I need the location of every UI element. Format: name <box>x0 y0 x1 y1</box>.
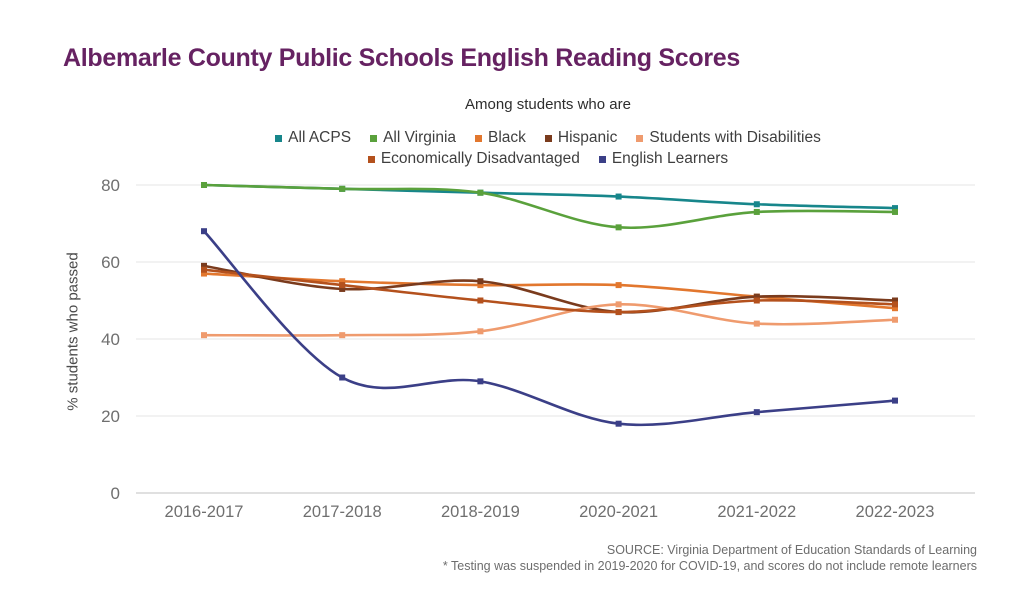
data-point-black-2020-2021 <box>615 282 622 289</box>
series-line-hispanic <box>202 264 897 314</box>
legend-label: Economically Disadvantaged <box>380 150 580 167</box>
data-point-economically-disadvantaged-2021-2022 <box>753 297 760 304</box>
series-line-all-virginia <box>202 183 897 230</box>
legend-item-hispanic[interactable]: Hispanic <box>544 129 618 147</box>
data-point-english-learners-2022-2023 <box>892 397 898 404</box>
legend-swatch-icon <box>544 134 552 142</box>
x-tick-label-2017-2018: 2017-2018 <box>303 503 382 521</box>
series-line-students-with-disabilities <box>202 303 897 337</box>
data-point-students-with-disabilities-2017-2018 <box>339 332 346 339</box>
data-point-economically-disadvantaged-2020-2021 <box>615 309 622 316</box>
source-note: SOURCE: Virginia Department of Education… <box>606 543 977 557</box>
y-tick-label-80: 80 <box>101 176 120 195</box>
data-point-all-virginia-2017-2018 <box>339 185 346 192</box>
data-point-all-virginia-2022-2023 <box>892 208 898 215</box>
legend-label: All Virginia <box>383 129 457 146</box>
data-point-all-virginia-2020-2021 <box>615 224 622 231</box>
legend-swatch-icon <box>370 134 378 142</box>
legend-label: English Learners <box>611 150 729 167</box>
chart-subtitle: Among students who are <box>465 96 631 113</box>
legend-label: Black <box>488 129 526 146</box>
data-point-students-with-disabilities-2022-2023 <box>892 316 898 323</box>
y-tick-label-60: 60 <box>101 253 120 272</box>
series-line-black <box>202 272 897 310</box>
y-tick-label-20: 20 <box>101 407 120 426</box>
data-point-students-with-disabilities-2020-2021 <box>615 301 622 308</box>
legend-label: Students with Disabilities <box>649 129 821 146</box>
data-point-students-with-disabilities-2021-2022 <box>753 320 760 327</box>
legend-swatch-icon <box>275 134 283 142</box>
data-point-all-acps-2021-2022 <box>753 201 760 208</box>
data-point-economically-disadvantaged-2016-2017 <box>201 266 207 273</box>
data-point-all-virginia-2021-2022 <box>753 208 760 215</box>
data-point-english-learners-2021-2022 <box>753 409 760 416</box>
series-line-economically-disadvantaged <box>202 268 897 314</box>
legend: All ACPS All Virginia Black Hispanic Student… <box>88 129 1008 168</box>
chart-title: Albemarle County Public Schools English … <box>63 44 741 72</box>
data-point-black-2017-2018 <box>339 278 346 285</box>
data-point-economically-disadvantaged-2017-2018 <box>339 282 346 289</box>
legend-item-students-with-disabilities[interactable]: Students with Disabilities <box>636 129 821 147</box>
data-point-all-acps-2022-2023 <box>892 205 898 212</box>
x-tick-label-2021-2022: 2021-2022 <box>717 503 796 521</box>
data-point-students-with-disabilities-2018-2019 <box>477 328 484 335</box>
data-point-hispanic-2022-2023 <box>892 297 898 304</box>
x-tick-label-2016-2017: 2016-2017 <box>165 503 244 521</box>
legend-swatch-icon <box>475 134 483 142</box>
y-tick-label-40: 40 <box>101 330 120 349</box>
data-point-hispanic-2018-2019 <box>477 278 484 285</box>
data-point-english-learners-2017-2018 <box>339 374 346 381</box>
data-point-english-learners-2020-2021 <box>615 420 622 427</box>
covid-note: * Testing was suspended in 2019-2020 for… <box>442 559 977 573</box>
legend-item-economically-disadvantaged[interactable]: Economically Disadvantaged <box>367 150 580 168</box>
data-point-hispanic-2016-2017 <box>201 262 207 269</box>
legend-item-english-learners[interactable]: English Learners <box>598 150 729 168</box>
data-point-hispanic-2021-2022 <box>753 293 760 300</box>
y-tick-label-0: 0 <box>111 484 120 503</box>
data-point-all-acps-2020-2021 <box>615 193 622 200</box>
data-point-english-learners-2016-2017 <box>201 228 207 235</box>
x-tick-label-2018-2019: 2018-2019 <box>441 503 520 521</box>
legend-label: Hispanic <box>557 129 618 146</box>
legend-row-2: Economically Disadvantaged English Learne… <box>367 150 729 168</box>
legend-swatch-icon <box>598 155 606 163</box>
data-point-black-2018-2019 <box>477 282 484 289</box>
data-point-economically-disadvantaged-2022-2023 <box>892 301 898 308</box>
data-point-students-with-disabilities-2016-2017 <box>201 332 207 339</box>
legend-label: All ACPS <box>288 129 352 146</box>
chart-footer: SOURCE: Virginia Department of Education… <box>443 542 977 574</box>
legend-item-all-acps[interactable]: All ACPS <box>275 129 351 147</box>
data-point-english-learners-2018-2019 <box>477 378 484 385</box>
data-point-economically-disadvantaged-2018-2019 <box>477 297 484 304</box>
legend-swatch-icon <box>367 155 375 163</box>
legend-swatch-icon <box>636 134 644 142</box>
data-point-all-virginia-2016-2017 <box>201 182 207 188</box>
legend-row-1: All ACPS All Virginia Black Hispanic Student… <box>275 129 821 147</box>
series-line-english-learners <box>202 229 897 427</box>
legend-item-all-virginia[interactable]: All Virginia <box>370 129 456 147</box>
x-tick-label-2020-2021: 2020-2021 <box>579 503 658 521</box>
data-point-black-2016-2017 <box>201 270 207 277</box>
data-point-black-2022-2023 <box>892 305 898 312</box>
data-point-hispanic-2017-2018 <box>339 285 346 292</box>
data-point-all-virginia-2018-2019 <box>477 189 484 196</box>
legend-item-black[interactable]: Black <box>475 129 526 147</box>
x-tick-label-2022-2023: 2022-2023 <box>856 503 935 521</box>
